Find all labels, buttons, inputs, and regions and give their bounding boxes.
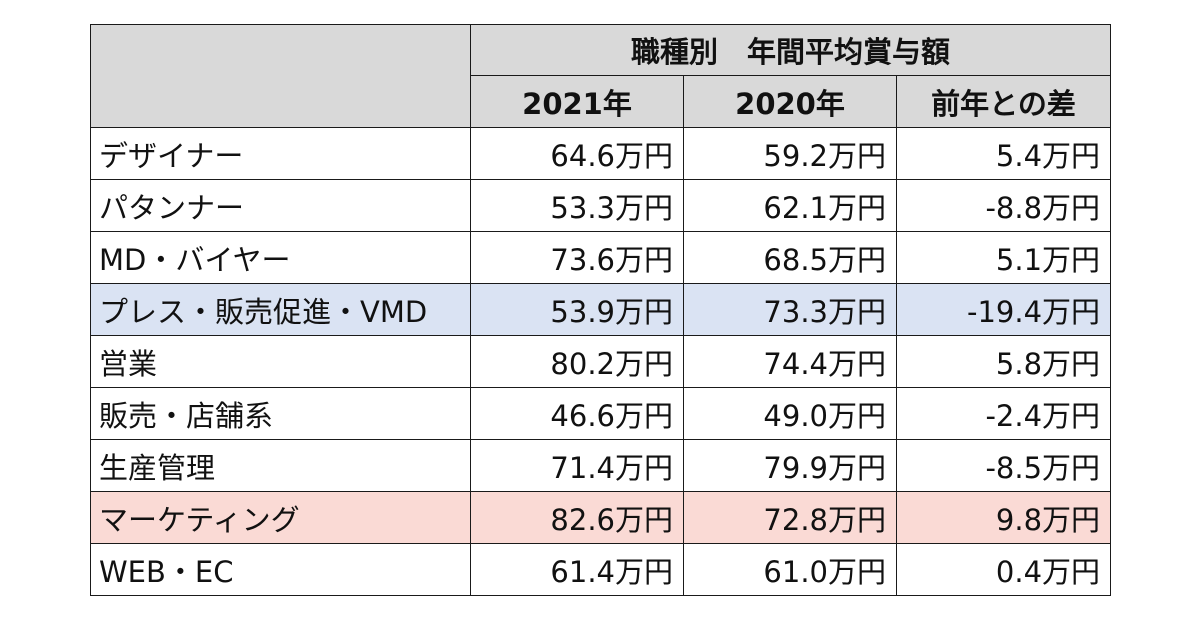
job-name-cell: 営業 xyxy=(90,335,471,388)
table-row: 生産管理 71.4万円 79.9万円 -8.5万円 xyxy=(90,439,1112,492)
value-2020-cell: 61.0万円 xyxy=(683,543,897,596)
diff-cell: 5.4万円 xyxy=(895,127,1112,180)
job-name-cell: マーケティング xyxy=(90,491,471,544)
table-row: 営業 80.2万円 74.4万円 5.8万円 xyxy=(90,335,1112,388)
diff-cell: 5.1万円 xyxy=(895,231,1112,284)
value-2020-cell: 68.5万円 xyxy=(683,231,897,284)
value-2020-cell: 72.8万円 xyxy=(683,491,897,544)
table-row: 販売・店舗系 46.6万円 49.0万円 -2.4万円 xyxy=(90,387,1112,440)
table-row: プレス・販売促進・VMD 53.9万円 73.3万円 -19.4万円 xyxy=(90,283,1112,336)
value-2020-cell: 73.3万円 xyxy=(683,283,897,336)
job-name-cell: MD・バイヤー xyxy=(90,231,471,284)
table-row: パタンナー 53.3万円 62.1万円 -8.8万円 xyxy=(90,179,1112,232)
diff-cell: -19.4万円 xyxy=(895,283,1112,336)
job-name-cell: 販売・店舗系 xyxy=(90,387,471,440)
table-row: MD・バイヤー 73.6万円 68.5万円 5.1万円 xyxy=(90,231,1112,284)
header-row-years: 2021年 2020年 前年との差 xyxy=(91,75,1112,128)
value-2021-cell: 82.6万円 xyxy=(470,491,684,544)
diff-cell: -8.8万円 xyxy=(895,179,1112,232)
column-header-2020: 2020年 xyxy=(683,75,897,128)
job-name-cell: プレス・販売促進・VMD xyxy=(90,283,471,336)
job-name-cell: パタンナー xyxy=(90,179,471,232)
table-row: マーケティング 82.6万円 72.8万円 9.8万円 xyxy=(90,491,1112,544)
diff-cell: 0.4万円 xyxy=(895,543,1112,596)
value-2021-cell: 71.4万円 xyxy=(470,439,684,492)
value-2021-cell: 46.6万円 xyxy=(470,387,684,440)
value-2021-cell: 64.6万円 xyxy=(470,127,684,180)
value-2021-cell: 53.9万円 xyxy=(470,283,684,336)
value-2021-cell: 80.2万円 xyxy=(470,335,684,388)
job-name-cell: 生産管理 xyxy=(90,439,471,492)
value-2021-cell: 53.3万円 xyxy=(470,179,684,232)
value-2020-cell: 62.1万円 xyxy=(683,179,897,232)
bonus-table: 職種別 年間平均賞与額 2021年 2020年 前年との差 デザイナー 64.6万… xyxy=(90,24,1112,596)
value-2020-cell: 79.9万円 xyxy=(683,439,897,492)
diff-cell: -8.5万円 xyxy=(895,439,1112,492)
value-2020-cell: 59.2万円 xyxy=(683,127,897,180)
table-row: WEB・EC 61.4万円 61.0万円 0.4万円 xyxy=(90,543,1112,596)
header-corner-cell xyxy=(90,24,471,128)
diff-cell: 9.8万円 xyxy=(895,491,1112,544)
table-row: デザイナー 64.6万円 59.2万円 5.4万円 xyxy=(90,127,1112,180)
value-2020-cell: 49.0万円 xyxy=(683,387,897,440)
header-row-title: 職種別 年間平均賞与額 xyxy=(90,24,1112,128)
table-body: デザイナー 64.6万円 59.2万円 5.4万円 パタンナー 53.3万円 62.1万円 -… xyxy=(90,127,1112,596)
column-header-2021: 2021年 xyxy=(470,75,684,128)
value-2021-cell: 61.4万円 xyxy=(470,543,684,596)
value-2021-cell: 73.6万円 xyxy=(470,231,684,284)
diff-cell: 5.8万円 xyxy=(895,335,1112,388)
value-2020-cell: 74.4万円 xyxy=(683,335,897,388)
table-title: 職種別 年間平均賞与額 xyxy=(469,24,1112,76)
diff-cell: -2.4万円 xyxy=(895,387,1112,440)
column-header-diff: 前年との差 xyxy=(895,75,1112,128)
job-name-cell: WEB・EC xyxy=(90,543,471,596)
job-name-cell: デザイナー xyxy=(90,127,471,180)
